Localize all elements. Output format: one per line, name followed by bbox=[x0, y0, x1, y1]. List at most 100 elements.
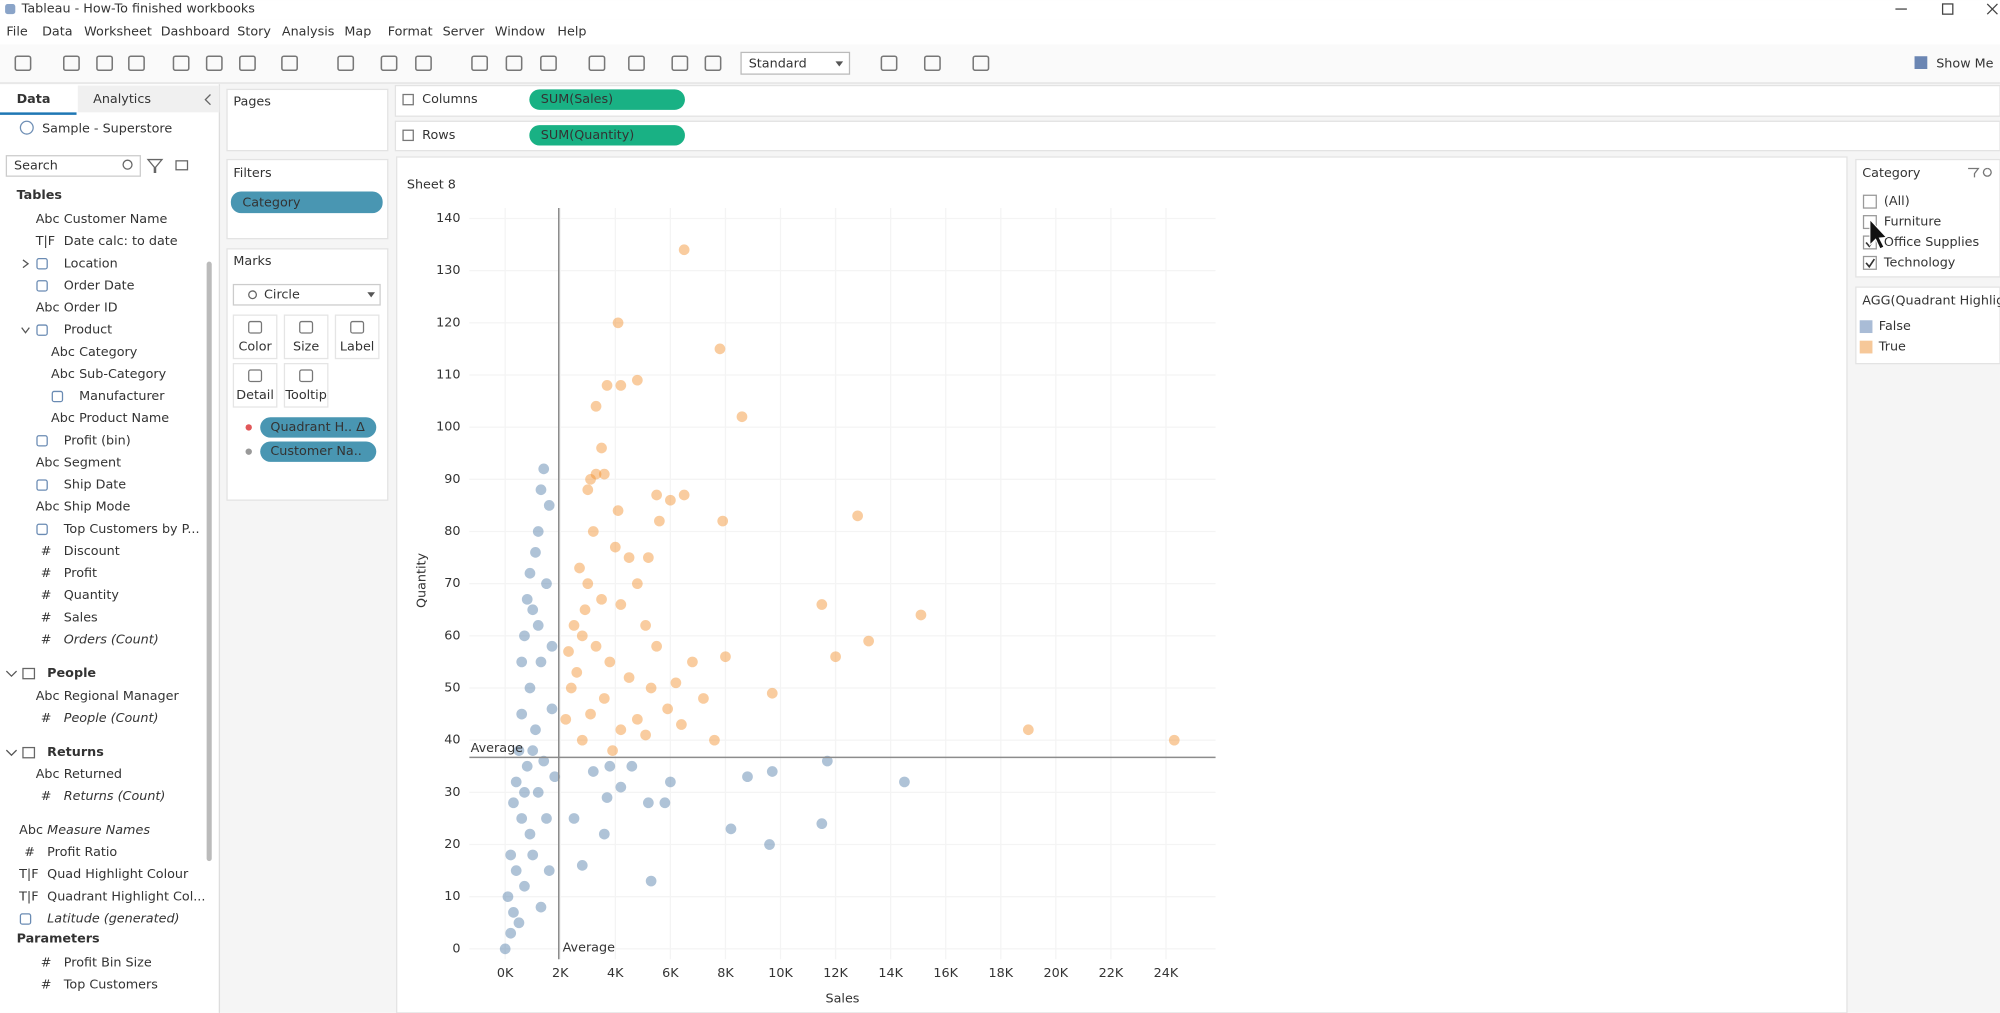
toolbar-button[interactable] bbox=[281, 55, 298, 72]
field[interactable]: Profit Bin Size bbox=[64, 956, 152, 971]
section-toggle[interactable] bbox=[5, 749, 18, 757]
field[interactable]: Quadrant Highlight Col... bbox=[47, 889, 205, 904]
close[interactable] bbox=[1986, 3, 1998, 15]
menu-item[interactable]: File bbox=[6, 25, 27, 40]
mark-button-label: Label bbox=[340, 340, 374, 355]
toolbar-button[interactable] bbox=[471, 55, 489, 72]
collapse-arrow[interactable] bbox=[204, 94, 211, 106]
field[interactable]: People (Count) bbox=[64, 711, 159, 726]
field[interactable]: Quad Highlight Colour bbox=[47, 867, 189, 882]
toolbar-button[interactable] bbox=[380, 55, 398, 72]
field[interactable]: Product Name bbox=[79, 411, 169, 426]
data-point bbox=[598, 468, 610, 480]
view-icon[interactable] bbox=[175, 160, 189, 171]
toolbar-button[interactable] bbox=[923, 55, 941, 72]
toolbar-button[interactable] bbox=[172, 55, 190, 72]
maximize[interactable] bbox=[1941, 3, 1954, 15]
field[interactable]: Returns (Count) bbox=[64, 789, 166, 804]
toolbar-button[interactable] bbox=[128, 55, 145, 72]
filter-item[interactable]: Office Supplies bbox=[1884, 235, 1980, 250]
data-point bbox=[521, 760, 533, 772]
field[interactable]: Profit bbox=[64, 566, 97, 581]
mark-button[interactable] bbox=[283, 363, 329, 408]
show-me-button[interactable]: Show Me bbox=[1936, 56, 1993, 71]
field-expander[interactable] bbox=[21, 327, 30, 334]
section-toggle[interactable] bbox=[5, 670, 18, 678]
toolbar-button[interactable] bbox=[96, 55, 114, 72]
data-tab[interactable]: Data bbox=[17, 92, 51, 107]
menu-item[interactable]: Story bbox=[237, 25, 271, 40]
field[interactable]: Top Customers by P... bbox=[63, 522, 200, 537]
columns-pill[interactable] bbox=[529, 89, 685, 110]
field[interactable]: Manufacturer bbox=[79, 389, 165, 404]
mark-button[interactable] bbox=[232, 314, 278, 360]
menu-item[interactable]: Format bbox=[388, 25, 433, 40]
menu-item[interactable]: Worksheet bbox=[84, 25, 152, 40]
field[interactable]: Returned bbox=[64, 767, 122, 782]
toolbar-button[interactable] bbox=[337, 55, 355, 72]
toolbar-button[interactable] bbox=[63, 55, 80, 72]
toolbar-button[interactable] bbox=[671, 55, 689, 72]
toolbar-button[interactable] bbox=[205, 55, 223, 72]
field[interactable]: Category bbox=[79, 345, 138, 360]
toolbar-button[interactable] bbox=[540, 55, 557, 72]
toolbar-button[interactable] bbox=[588, 55, 606, 72]
field[interactable]: Order ID bbox=[64, 301, 118, 316]
menu-item[interactable]: Dashboard bbox=[161, 25, 230, 40]
rows-pill[interactable] bbox=[529, 125, 685, 146]
filter-checkbox[interactable] bbox=[1862, 255, 1877, 270]
field[interactable]: Ship Mode bbox=[64, 500, 131, 515]
field[interactable]: Segment bbox=[64, 455, 121, 470]
toolbar-button[interactable] bbox=[704, 55, 722, 72]
mark-button[interactable] bbox=[283, 314, 329, 360]
field[interactable]: Date calc: to date bbox=[64, 234, 178, 249]
analytics-tab[interactable]: Analytics bbox=[93, 92, 151, 107]
view-dropdown[interactable] bbox=[740, 51, 851, 75]
field-expander[interactable] bbox=[22, 259, 30, 269]
mark-pill[interactable] bbox=[260, 441, 377, 462]
menu-item[interactable]: Analysis bbox=[282, 25, 335, 40]
search-input[interactable]: Search bbox=[14, 158, 58, 173]
filter-icon[interactable] bbox=[146, 158, 164, 173]
search-box[interactable] bbox=[5, 155, 141, 177]
toolbar-button[interactable] bbox=[880, 55, 898, 72]
legend-item[interactable]: False bbox=[1879, 319, 1911, 334]
toolbar-button[interactable] bbox=[14, 55, 32, 72]
field[interactable]: Profit Ratio bbox=[47, 845, 117, 860]
mark-pill[interactable] bbox=[260, 417, 377, 438]
filter-item[interactable]: Technology bbox=[1883, 255, 1956, 270]
menu-item[interactable]: Window bbox=[495, 25, 545, 40]
field[interactable]: Top Customers bbox=[63, 978, 159, 993]
toolbar-button[interactable] bbox=[972, 55, 990, 72]
filter-item[interactable]: Furniture bbox=[1884, 215, 1941, 230]
field[interactable]: Sales bbox=[64, 610, 98, 625]
toolbar-button[interactable] bbox=[415, 55, 432, 72]
filter-item[interactable]: (All) bbox=[1884, 194, 1910, 209]
field[interactable]: Ship Date bbox=[64, 478, 126, 493]
field[interactable]: Order Date bbox=[64, 278, 135, 293]
field[interactable]: Latitude (generated) bbox=[47, 912, 179, 927]
menu-item[interactable]: Map bbox=[344, 25, 371, 40]
field[interactable]: Regional Manager bbox=[64, 689, 180, 704]
toolbar-button[interactable] bbox=[505, 55, 523, 72]
filter-checkbox[interactable] bbox=[1862, 194, 1877, 209]
field[interactable]: Customer Name bbox=[64, 212, 168, 227]
menu-item[interactable]: Server bbox=[443, 25, 486, 40]
toolbar-button[interactable] bbox=[239, 55, 256, 72]
field[interactable]: Profit (bin) bbox=[64, 433, 131, 448]
field[interactable]: Product bbox=[64, 323, 112, 338]
mark-button[interactable] bbox=[232, 363, 278, 408]
field[interactable]: Discount bbox=[64, 544, 120, 559]
legend-item[interactable]: True bbox=[1878, 340, 1906, 355]
toolbar-button[interactable] bbox=[628, 55, 645, 72]
field[interactable]: Location bbox=[64, 256, 118, 271]
mark-type-dropdown[interactable] bbox=[232, 283, 381, 306]
mark-button[interactable] bbox=[334, 314, 380, 360]
menu-item[interactable]: Data bbox=[42, 25, 72, 40]
field[interactable]: Orders (Count) bbox=[64, 632, 159, 647]
menu-item[interactable]: Help bbox=[557, 25, 586, 40]
field[interactable]: Measure Names bbox=[47, 823, 150, 838]
field[interactable]: Quantity bbox=[64, 588, 120, 603]
field[interactable]: Sub-Category bbox=[79, 367, 167, 382]
filter-pill[interactable] bbox=[230, 191, 383, 214]
